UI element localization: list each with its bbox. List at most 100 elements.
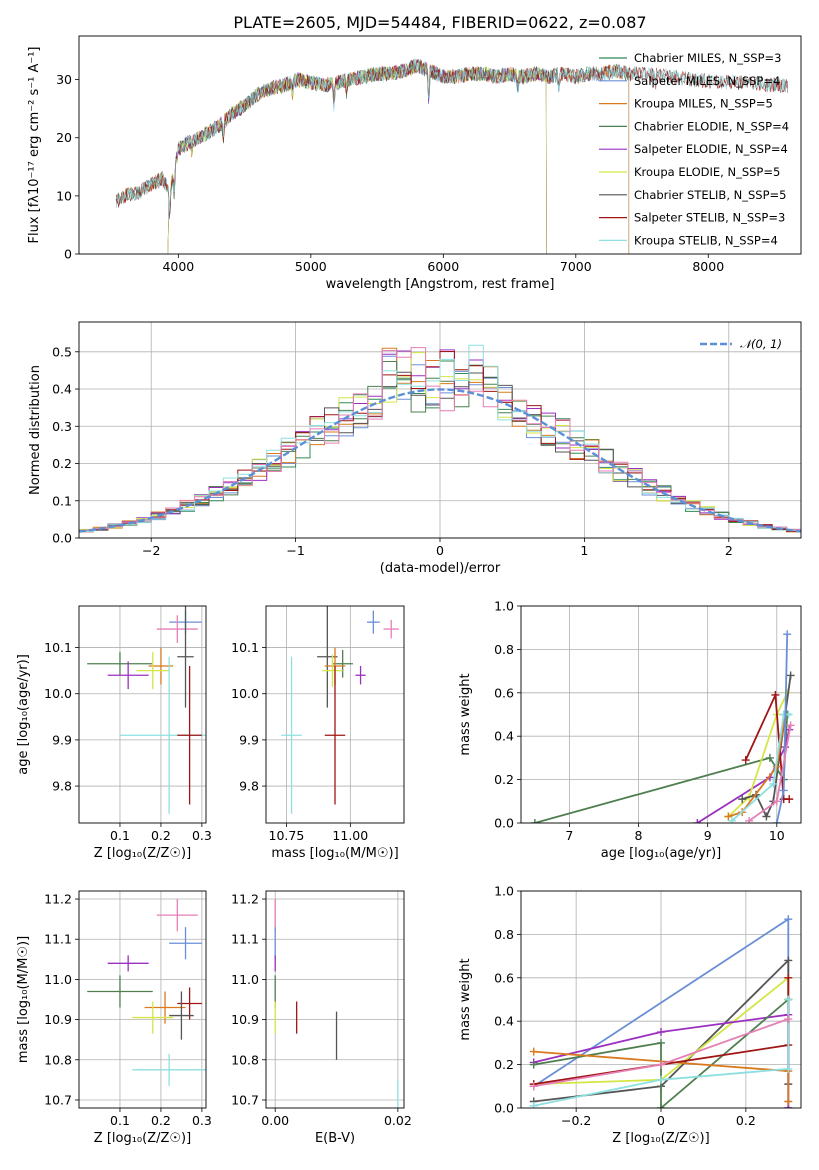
legend-entry: Chabrier ELODIE, N_SSP=4 — [634, 119, 789, 133]
y-tick-label: 0.5 — [52, 344, 72, 359]
weight-marker — [657, 1038, 665, 1047]
weight-line — [728, 714, 786, 818]
y-tick-label: 0.0 — [494, 1101, 514, 1116]
weight-marker — [657, 1104, 665, 1108]
axes-frame — [78, 35, 802, 255]
y-tick-label: 10.1 — [231, 640, 259, 655]
weight-marker — [693, 819, 702, 823]
weight-vs-Z-panel: −0.2 0 0.2 0.0 0.2 0.4 0.6 0.8 1.0 Z [log₁₀(Z/Z☉)… — [458, 884, 802, 1146]
x-tick-label: 8000 — [692, 259, 724, 274]
weight-marker — [657, 1028, 665, 1037]
spectrum-line — [167, 59, 547, 254]
x-tick-label: −1 — [286, 543, 304, 558]
weight-marker — [529, 1047, 538, 1056]
x-axis-label: (data-model)/error — [380, 561, 501, 576]
y-tick-label: 0.4 — [52, 382, 72, 397]
weight-marker — [657, 1060, 665, 1069]
x-tick-label: 0.3 — [192, 828, 212, 843]
figure-title: PLATE=2605, MJD=54484, FIBERID=0622, z=0… — [233, 13, 646, 32]
weight-marker — [784, 956, 793, 965]
y-tick-label: 10.1 — [44, 640, 72, 655]
age-vs-mass-panel: 10.75 11.00 9.8 9.9 10.0 10.1 mass [log₁₀(M/M☉… — [231, 605, 405, 861]
y-tick-label: 0.2 — [52, 456, 72, 471]
axes-frame — [265, 605, 405, 824]
spectrum-line — [115, 59, 789, 212]
x-tick-label: 4000 — [162, 259, 194, 274]
weight-marker — [529, 1082, 538, 1091]
spectrum-line — [115, 58, 630, 254]
y-tick-label: 0.2 — [494, 1057, 514, 1072]
weight-marker — [529, 1060, 538, 1069]
weight-marker — [529, 1101, 538, 1108]
axes-frame — [520, 605, 802, 824]
weight-marker — [786, 721, 795, 730]
weight-marker — [727, 816, 736, 823]
weight-marker — [784, 973, 793, 982]
spectrum-line — [115, 60, 630, 254]
weight-marker — [784, 915, 793, 924]
y-tick-label: 9.9 — [52, 732, 72, 747]
x-tick-label: 5000 — [295, 259, 327, 274]
y-axis-label: Normed distribution — [28, 365, 43, 495]
y-tick-label: 11.1 — [44, 932, 72, 947]
weight-marker — [741, 756, 750, 765]
plot-area — [274, 899, 399, 1108]
weight-line — [727, 692, 789, 818]
mass-vs-ebv-panel: 0.00 0.02 10.7 10.8 10.9 11.0 11.1 11.2 E(B-V) — [231, 890, 412, 1146]
x-tick-label: 0.1 — [110, 1113, 130, 1128]
y-tick-label: 10 — [56, 188, 72, 203]
x-tick-label: 0.00 — [261, 1113, 289, 1128]
y-tick-label: 0.1 — [52, 493, 72, 508]
legend-entry: Chabrier MILES, N_SSP=3 — [634, 51, 781, 65]
y-tick-label: 9.8 — [52, 779, 72, 794]
y-tick-label: 11.0 — [231, 972, 259, 987]
weight-line — [533, 999, 790, 1107]
x-tick-label: −0.2 — [561, 1113, 591, 1128]
spectrum-line — [115, 59, 630, 254]
x-tick-label: 0 — [436, 543, 444, 558]
weight-marker — [784, 1015, 793, 1024]
y-tick-label: 0.8 — [494, 642, 514, 657]
y-tick-label: 0.4 — [494, 1014, 514, 1029]
plot-area — [87, 606, 206, 814]
x-tick-label: 8 — [635, 828, 643, 843]
legend-entry: Salpeter MILES, N_SSP=4 — [634, 74, 780, 88]
weight-line — [534, 714, 789, 823]
weight-marker — [784, 1064, 793, 1073]
y-tick-label: 10.8 — [44, 1052, 72, 1067]
x-tick-label: −2 — [142, 543, 160, 558]
y-tick-label: 10.9 — [44, 1012, 72, 1027]
x-axis-label: Z [log₁₀(Z/Z☉)] — [612, 1131, 709, 1146]
spectrum-line — [167, 59, 547, 254]
weight-marker — [724, 812, 733, 821]
axes-frame — [78, 321, 802, 539]
x-axis-label: mass [log₁₀(M/M☉)] — [271, 846, 398, 861]
x-tick-label: 0.02 — [384, 1113, 412, 1128]
y-tick-label: 0.2 — [494, 772, 514, 787]
x-tick-label: 0 — [657, 1113, 665, 1128]
x-tick-label: 6000 — [427, 259, 459, 274]
legend: 𝒩(0, 1) — [700, 337, 782, 351]
weight-marker — [772, 797, 781, 806]
x-axis-label: E(B-V) — [315, 1131, 355, 1146]
weight-vs-age-panel: 7 8 9 10 0.0 0.2 0.4 0.6 0.8 1.0 age [log₁₀(age/yr… — [458, 599, 802, 861]
x-tick-label: 1 — [580, 543, 588, 558]
y-tick-label: 10.0 — [231, 686, 259, 701]
x-tick-label: 10 — [769, 828, 785, 843]
legend-entry: Salpeter ELODIE, N_SSP=4 — [634, 142, 788, 156]
legend-entry: Kroupa MILES, N_SSP=5 — [634, 97, 773, 111]
x-tick-label: 10.75 — [269, 828, 305, 843]
y-axis-label: mass weight — [458, 673, 473, 755]
plot-area — [281, 606, 399, 814]
x-tick-label: 0.2 — [736, 1113, 756, 1128]
y-tick-label: 0 — [64, 247, 72, 262]
y-tick-label: 11.1 — [231, 932, 259, 947]
y-tick-label: 0.0 — [52, 531, 72, 546]
axes-frame — [265, 890, 405, 1109]
y-axis-label: age [log₁₀(age/yr)] — [16, 654, 31, 775]
legend: Chabrier MILES, N_SSP=3 Salpeter MILES, N… — [599, 51, 789, 247]
y-tick-label: 0.8 — [494, 927, 514, 942]
legend-entry: Salpeter STELIB, N_SSP=3 — [634, 211, 785, 225]
spectrum-panel: 4000 5000 6000 7000 8000 0 10 20 30 wavelength [A… — [27, 35, 802, 292]
y-tick-label: 0.0 — [494, 816, 514, 831]
